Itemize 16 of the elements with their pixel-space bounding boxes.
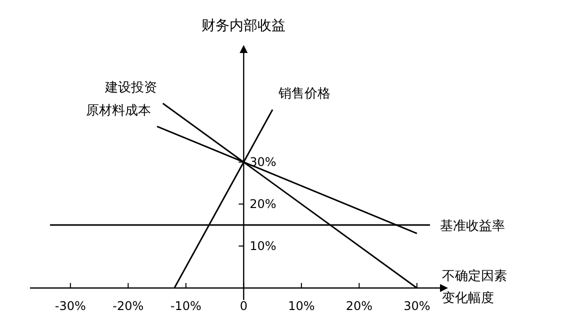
x-tick-label: -30%	[54, 299, 86, 313]
series-label: 建设投资	[104, 80, 157, 96]
x-tick-label: -20%	[112, 299, 144, 313]
y-tick-label: 10%	[250, 239, 276, 254]
y-axis-title: 财务内部收益	[202, 18, 286, 34]
x-axis-title: 不确定因素变化幅度	[442, 269, 507, 306]
ref-line-label: 基准收益率	[440, 218, 505, 234]
y-tick-label: 20%	[250, 197, 276, 212]
y-tick-label: 30%	[250, 155, 276, 170]
x-tick-label: -10%	[170, 299, 202, 313]
x-tick-label: 30%	[404, 299, 430, 313]
x-tick-label: 0	[240, 299, 248, 313]
series-label: 销售价格	[278, 86, 331, 102]
series-label: 原材料成本	[86, 103, 152, 118]
x-tick-label: 10%	[288, 299, 315, 313]
x-tick-label: 20%	[346, 299, 372, 313]
